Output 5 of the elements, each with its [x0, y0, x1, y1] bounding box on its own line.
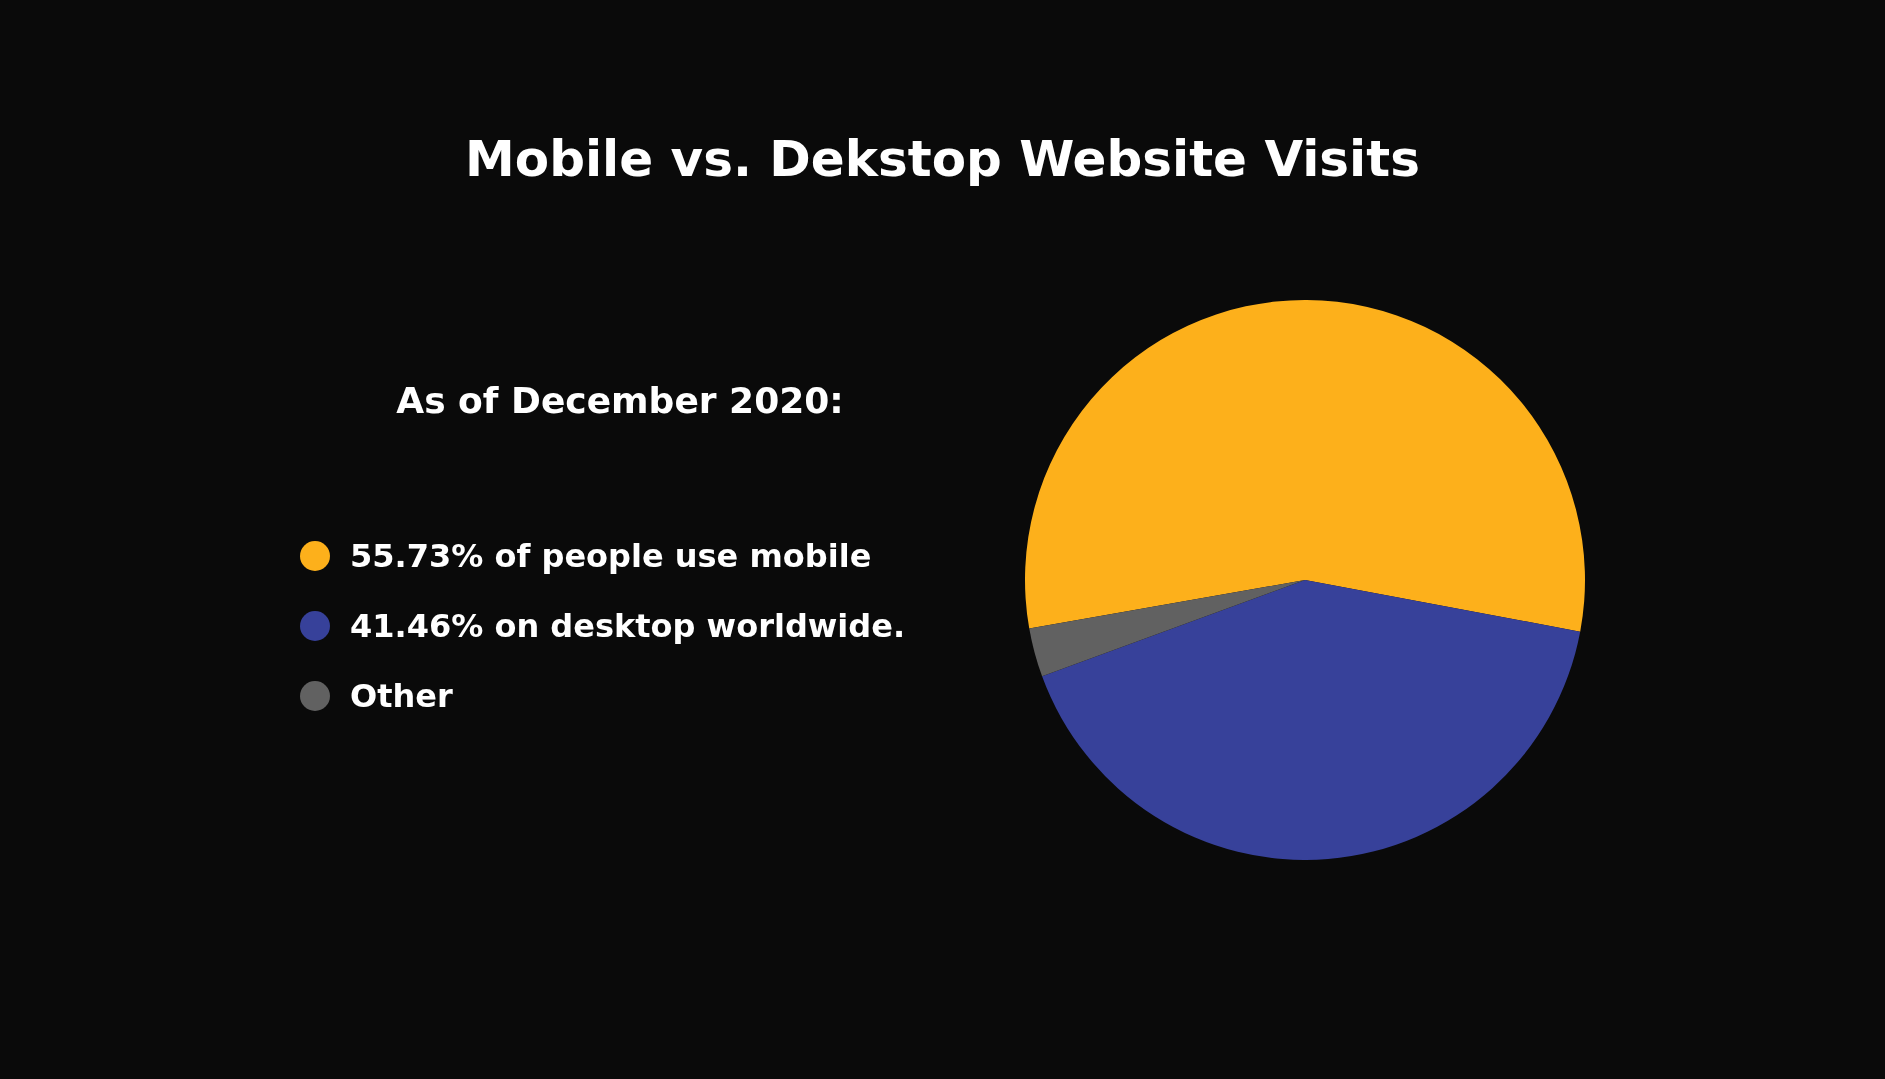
text: As of December 2020: [395, 380, 845, 421]
legend-label: 41.46% on desktop worldwide. [350, 607, 906, 645]
chart-title: Mobile vs. Dekstop Website Visits [464, 130, 1421, 188]
legend-label: 55.73% of people use mobile [350, 537, 872, 575]
legend-label: Other [350, 677, 453, 715]
